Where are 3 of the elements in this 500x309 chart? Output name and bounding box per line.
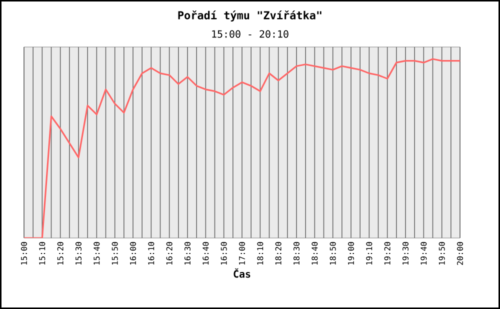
x-axis-title: Čas (234, 268, 250, 278)
chart-subtitle: 15:00 - 20:10 (212, 30, 288, 38)
chart-title: Pořadí týmu "Zvířátka" (178, 10, 322, 22)
